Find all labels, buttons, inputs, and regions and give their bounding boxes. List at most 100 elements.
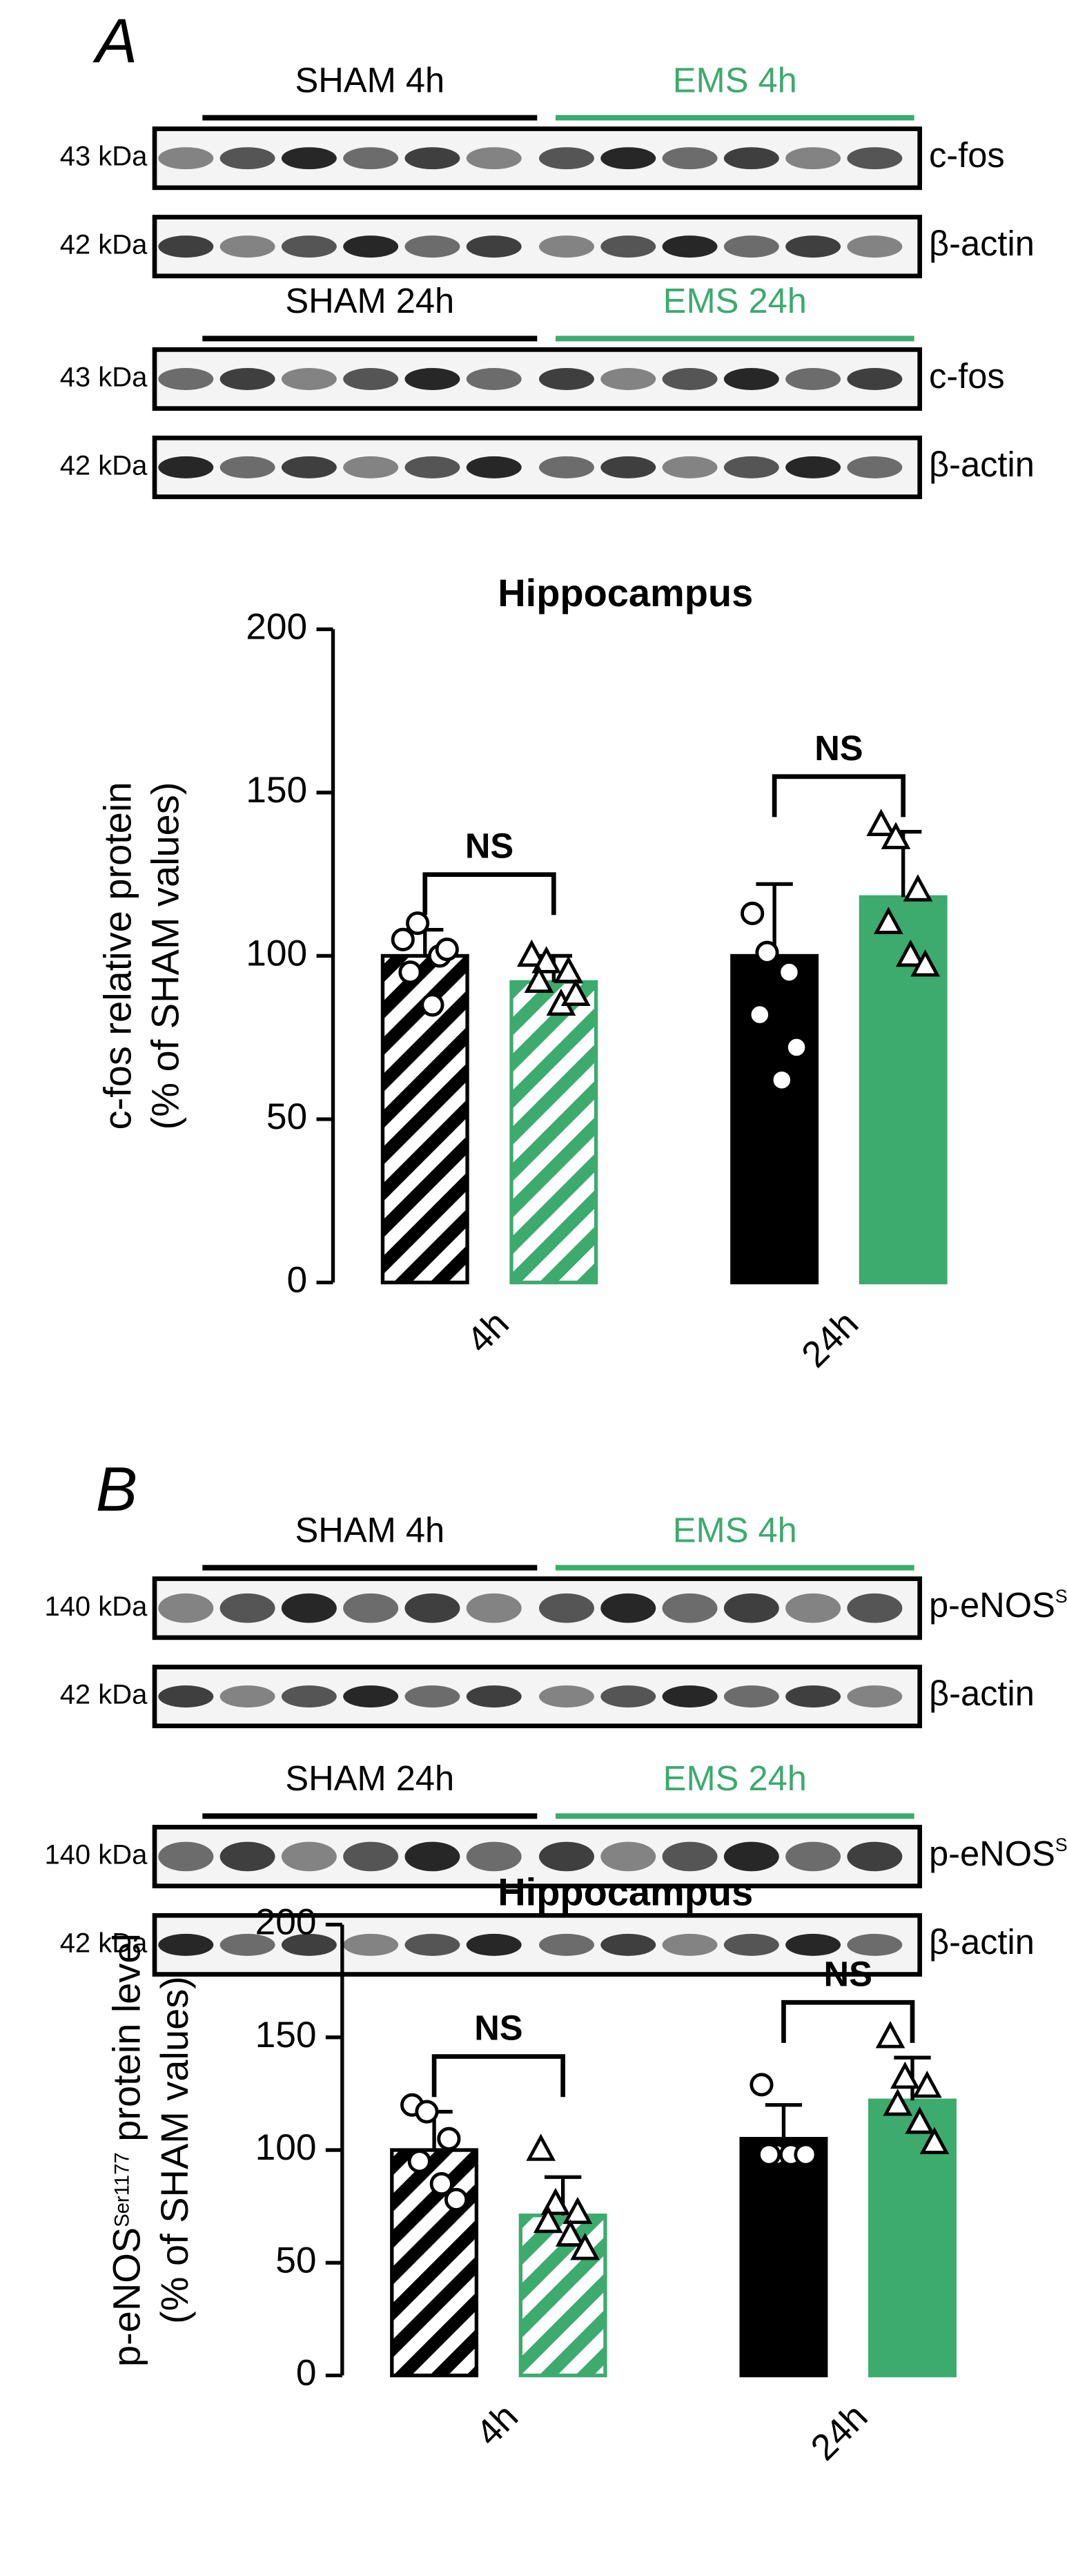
band [785,1841,841,1872]
data-point [437,2127,461,2151]
band [847,147,903,170]
band [343,456,399,478]
chart-title: Hippocampus [498,571,753,614]
band [158,1933,214,1956]
band [847,235,903,258]
band [404,1593,460,1623]
panel-label: A [92,7,137,77]
band [723,1841,779,1872]
data-point [895,939,926,967]
band [723,235,779,258]
band [847,1593,903,1623]
chart-title: Hippocampus [498,1870,753,1914]
y-axis-label: p-eNOSSer1177 protein level [105,1933,148,2367]
band [219,235,275,258]
band [723,368,779,390]
data-point [560,978,591,1006]
protein-label-part: β-actin [929,1674,1035,1714]
band [343,147,399,170]
y-axis-label: (% of SHAM values) [144,782,187,1130]
data-point [555,2219,585,2247]
bar [509,980,598,1285]
protein-label: β-actin [929,1922,1035,1962]
band [600,1685,656,1708]
band [466,368,522,390]
group-label: EMS 24h [663,1759,807,1798]
data-point [910,949,940,977]
band [538,1933,594,1956]
band [219,1593,275,1623]
significance-bracket [422,872,556,916]
y-tick-label: 100 [255,2127,317,2168]
bar [730,953,819,1285]
data-point [873,907,903,934]
band [538,456,594,478]
band [847,1841,903,1872]
data-point [420,993,444,1017]
band [847,368,903,390]
data-point [881,822,911,849]
data-point [866,808,897,836]
protein-label-part: p-eNOS [929,1834,1055,1873]
x-tick-label: 4h [459,1304,517,1362]
band [662,147,718,170]
data-point [919,2127,950,2154]
band [158,235,214,258]
data-point [741,901,765,926]
band [343,1841,399,1872]
kda-label: 140 kDa [44,1591,148,1622]
band [600,1593,656,1623]
band [158,147,214,170]
band [785,235,841,258]
band [343,1593,399,1623]
group-label: SHAM 4h [295,60,444,99]
data-point [516,939,547,967]
band [219,1933,275,1956]
kda-label: 43 kDa [60,362,148,393]
band [404,235,460,258]
band [281,147,337,170]
kda-label: 42 kDa [60,1928,148,1958]
y-axis-label: (% of SHAM values) [153,1976,196,2324]
protein-label-part: β-actin [929,445,1035,484]
band [343,1685,399,1708]
y-axis-label-part: protein level [105,1933,148,2152]
band [404,368,460,390]
band [219,1841,275,1872]
data-point [747,1003,772,1027]
protein-label-part: β-actin [929,224,1035,263]
protein-label-part: Ser1177 [1055,1586,1067,1607]
band [219,456,275,478]
band [600,235,656,258]
data-point [770,1068,794,1092]
protein-label-part: β-actin [929,1922,1035,1962]
band [404,1685,460,1708]
data-point [444,2187,469,2211]
y-tick-label: 50 [275,2240,316,2280]
significance-bracket [772,774,906,817]
data-point [570,2233,600,2260]
group-label: SHAM 4h [295,1510,444,1549]
data-point [890,2061,920,2089]
significance-label: NS [474,2008,522,2048]
y-tick-label: 200 [246,607,307,648]
band [723,1685,779,1708]
data-point [755,940,779,965]
y-tick-label: 100 [246,933,307,974]
band [600,456,656,478]
protein-label: c-fos [929,356,1005,396]
band [466,147,522,170]
band [600,147,656,170]
band [158,1685,214,1708]
protein-label: β-actin [929,445,1035,484]
group-label: EMS 4h [673,1510,797,1549]
protein-label-part: c-fos [929,356,1005,396]
band [662,456,718,478]
band [466,1933,522,1956]
significance-bracket [781,1999,915,2043]
band [343,235,399,258]
bar [390,2148,479,2378]
data-point [785,1035,809,1059]
band [662,1933,718,1956]
